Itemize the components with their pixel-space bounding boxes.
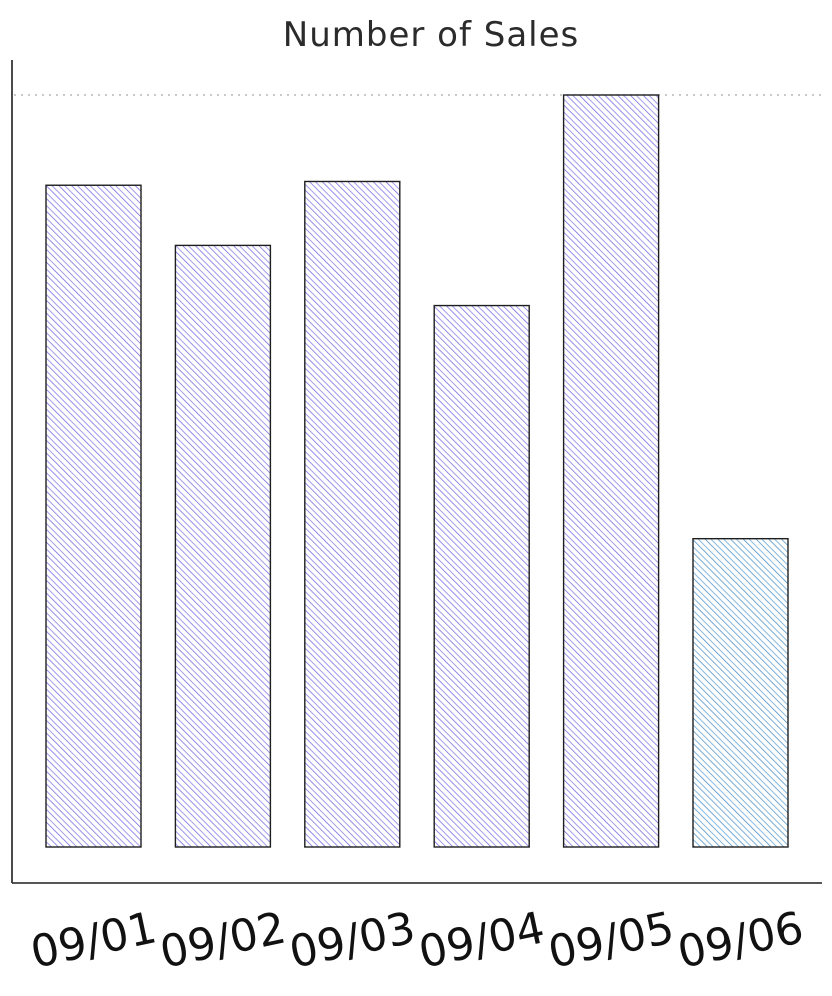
bar-09-01 [45,184,142,848]
bars-group [45,94,789,848]
x-tick-label: 09/06 [673,902,808,978]
x-tick-label: 09/04 [414,902,549,978]
x-tick-label: 09/01 [26,902,161,978]
bar-09-02 [174,244,272,848]
x-tick-label: 09/03 [285,902,420,978]
bar-09-05 [562,94,660,848]
bar-09-06 [692,537,789,848]
chart-title: Number of Sales [283,15,579,55]
x-tick-label: 09/02 [156,902,291,978]
bar-09-04 [433,304,530,848]
bar-09-03 [304,180,401,848]
x-tick-label: 09/05 [544,902,679,978]
